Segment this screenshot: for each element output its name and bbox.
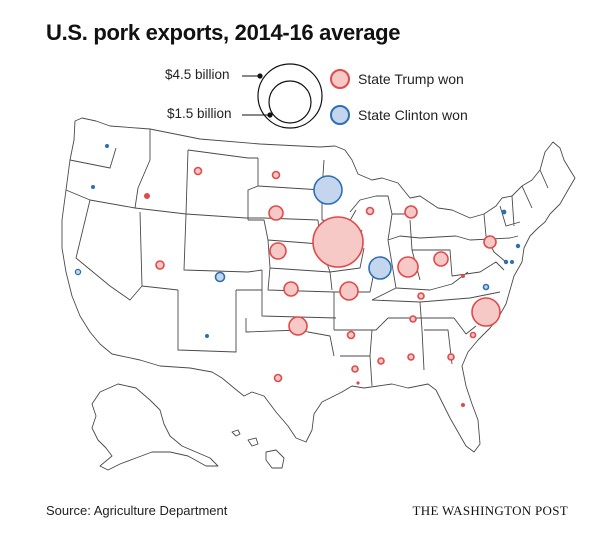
- bubble-pennsylvania: [483, 235, 497, 249]
- dot-florida: [461, 403, 465, 407]
- dot-new-jersey: [515, 243, 521, 249]
- bubble-louisiana: [351, 365, 359, 373]
- size-legend-small-dot: [267, 112, 273, 118]
- bubble-montana: [193, 166, 203, 176]
- bubble-texas: [273, 373, 283, 383]
- bubble-iowa: [312, 216, 364, 268]
- dot-california: [74, 268, 82, 276]
- bubble-minnesota: [313, 175, 343, 205]
- size-legend: $4.5 billion $1.5 billion: [160, 62, 330, 132]
- dot-louisiana-2: [356, 381, 360, 385]
- size-legend-large-dot: [257, 73, 263, 79]
- dot-west-virginia: [461, 274, 465, 278]
- size-legend-small-circle: [268, 80, 312, 124]
- bubble-arkansas: [346, 330, 356, 340]
- bubble-alabama: [407, 353, 415, 361]
- us-outline: [61, 117, 576, 453]
- clinton-swatch: [330, 105, 350, 125]
- bubble-oklahoma: [288, 316, 308, 336]
- size-legend-small-label: $1.5 billion: [167, 106, 232, 121]
- small-dots: [74, 144, 521, 407]
- bubble-south-carolina: [469, 331, 477, 339]
- bubble-kansas: [283, 281, 299, 297]
- bubble-north-carolina: [471, 297, 501, 327]
- interior-boundaries: [65, 129, 549, 387]
- color-legend: State Trump won State Clinton won: [330, 66, 468, 138]
- clinton-label: State Clinton won: [358, 107, 468, 123]
- size-legend-large-circle: [257, 63, 323, 129]
- bubble-virginia: [482, 283, 490, 291]
- bubble-michigan: [404, 205, 418, 219]
- us-map: [61, 117, 576, 471]
- bubble-idaho: [144, 193, 151, 200]
- trump-swatch: [330, 69, 350, 89]
- dot-new-mexico: [205, 334, 209, 338]
- bubble-nebraska: [269, 242, 287, 260]
- bubble-wisconsin: [365, 206, 375, 216]
- legend-clinton: State Clinton won: [330, 102, 468, 128]
- dot-washington: [105, 144, 109, 148]
- dot-maryland: [503, 259, 509, 265]
- publisher-credit: THE WASHINGTON POST: [412, 503, 568, 518]
- bubble-kentucky: [417, 292, 425, 300]
- dot-delaware: [510, 260, 514, 264]
- bubble-tennessee: [409, 315, 417, 323]
- bubble-indiana: [397, 256, 419, 278]
- bubble-utah: [155, 260, 165, 270]
- bubble-missouri: [339, 281, 359, 301]
- bubble-ohio: [433, 251, 449, 267]
- source-note: Source: Agriculture Department: [46, 503, 228, 518]
- map-title: U.S. pork exports, 2014-16 average: [46, 20, 401, 45]
- state-boundaries: [61, 117, 576, 471]
- size-legend-circles: [242, 63, 323, 129]
- bubble-illinois: [368, 256, 392, 280]
- alaska-outline: [91, 383, 219, 471]
- state-bubbles: [144, 166, 501, 383]
- trump-label: State Trump won: [358, 71, 464, 87]
- bubble-north-dakota: [271, 170, 281, 180]
- size-legend-large-label: $4.5 billion: [165, 67, 230, 82]
- bubble-colorado: [214, 271, 226, 283]
- dot-new-york: [501, 209, 507, 215]
- hawaii-outline: [231, 429, 285, 469]
- legend-trump: State Trump won: [330, 66, 468, 92]
- bubble-georgia: [447, 353, 455, 361]
- bubble-mississippi: [377, 357, 385, 365]
- dot-oregon: [91, 185, 95, 189]
- bubble-south-dakota: [268, 205, 284, 221]
